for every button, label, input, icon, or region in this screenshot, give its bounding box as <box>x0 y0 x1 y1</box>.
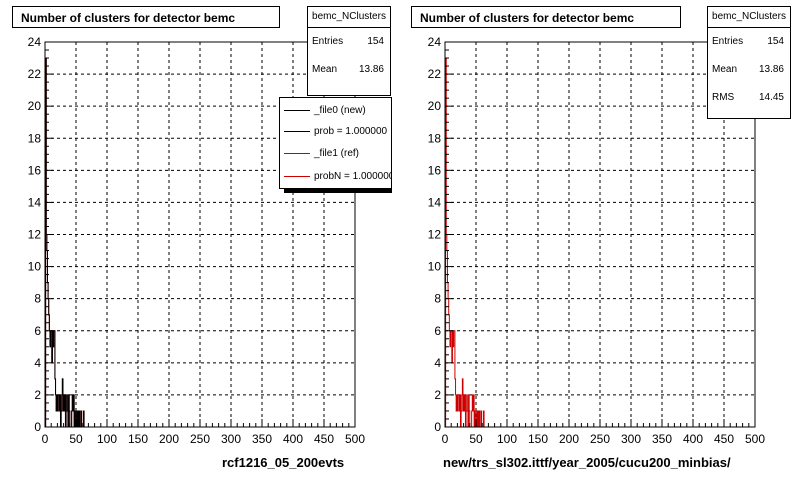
legend-line-red <box>284 152 310 154</box>
x-tick-label: 350 <box>252 432 272 446</box>
y-tick-label: 10 <box>28 260 42 274</box>
legend-entry: _file0 (new) <box>284 102 366 118</box>
left-x-caption: rcf1216_05_200evts <box>222 455 345 470</box>
left-stats-entries: Entries 154 <box>308 28 390 56</box>
left-stats-box: bemc_NClusters Entries 154 Mean 13.86 <box>307 6 391 96</box>
legend-label: prob = 1.000000 <box>314 125 388 137</box>
y-tick-label: 4 <box>434 356 441 370</box>
stats-value: 13.86 <box>758 64 784 75</box>
legend-entry: probN = 1.000000 <box>284 168 392 184</box>
stats-label: RMS <box>712 92 735 103</box>
y-tick-label: 18 <box>28 131 42 145</box>
x-tick-label: 400 <box>683 432 703 446</box>
x-tick-label: 450 <box>714 432 734 446</box>
legend-line-black <box>284 109 310 111</box>
y-tick-label: 12 <box>428 228 442 242</box>
stats-value: 154 <box>367 36 384 47</box>
stats-value: 154 <box>767 36 784 47</box>
x-tick-label: 500 <box>745 432 765 446</box>
stats-value: 13.86 <box>358 64 384 75</box>
right-chart-title: Number of clusters for detector bemc <box>411 6 681 28</box>
x-tick-label: 250 <box>190 432 210 446</box>
legend-label: _file0 (new) <box>314 104 366 116</box>
histogram-series <box>445 57 485 428</box>
y-tick-label: 8 <box>434 292 441 306</box>
y-tick-label: 16 <box>28 163 42 177</box>
y-tick-label: 20 <box>428 99 442 113</box>
y-tick-label: 14 <box>428 195 442 209</box>
x-tick-label: 300 <box>221 432 241 446</box>
x-tick-label: 300 <box>621 432 641 446</box>
y-tick-label: 10 <box>428 260 442 274</box>
left-stats-name: bemc_NClusters <box>308 7 390 28</box>
left-stats-mean: Mean 13.86 <box>308 56 390 84</box>
left-chart-title: Number of clusters for detector bemc <box>12 6 280 28</box>
y-tick-label: 4 <box>34 356 41 370</box>
y-tick-label: 6 <box>34 324 41 338</box>
left-axes: 0 50 100 150 200 250 300 350 400 450 5000246810121… <box>28 35 366 446</box>
x-tick-label: 450 <box>314 432 334 446</box>
legend-box: _file0 (new) prob = 1.000000 _file1 (ref… <box>279 97 392 189</box>
right-stats-rms: RMS 14.45 <box>708 84 790 112</box>
x-tick-label: 250 <box>590 432 610 446</box>
x-tick-label: 100 <box>97 432 117 446</box>
y-tick-label: 0 <box>34 420 41 434</box>
legend-line-red <box>284 175 310 177</box>
right-stats-box: bemc_NClusters Entries 154 Mean 13.86 RM… <box>707 6 791 119</box>
y-tick-label: 2 <box>34 388 41 402</box>
y-tick-label: 24 <box>28 35 42 49</box>
stats-label: Entries <box>712 36 744 47</box>
stats-label: Entries <box>312 36 344 47</box>
legend-entry: prob = 1.000000 <box>284 123 387 139</box>
y-tick-label: 14 <box>28 195 42 209</box>
y-tick-label: 12 <box>28 228 42 242</box>
y-tick-label: 24 <box>428 35 442 49</box>
x-tick-label: 50 <box>469 432 483 446</box>
x-tick-label: 50 <box>69 432 83 446</box>
x-tick-label: 200 <box>159 432 179 446</box>
stats-label: Mean <box>712 64 738 75</box>
legend-label: _file1 (ref) <box>314 147 360 159</box>
right-x-caption: new/trs_sl302.ittf/year_2005/cucu200_min… <box>443 455 731 470</box>
y-tick-label: 2 <box>434 388 441 402</box>
right-stats-name: bemc_NClusters <box>708 7 790 28</box>
legend-entry: _file1 (ref) <box>284 145 359 161</box>
legend-label: probN = 1.000000 <box>314 170 392 182</box>
right-stats-entries: Entries 154 <box>708 28 790 56</box>
x-tick-label: 150 <box>528 432 548 446</box>
y-tick-label: 8 <box>34 292 41 306</box>
x-tick-label: 0 <box>42 432 49 446</box>
y-tick-label: 22 <box>428 67 442 81</box>
legend-line-black <box>284 130 310 132</box>
right-histogram <box>445 57 485 428</box>
y-tick-label: 20 <box>28 99 42 113</box>
x-tick-label: 500 <box>345 432 365 446</box>
y-tick-label: 18 <box>428 131 442 145</box>
x-tick-label: 350 <box>652 432 672 446</box>
y-tick-label: 22 <box>28 67 42 81</box>
y-tick-label: 16 <box>428 163 442 177</box>
x-tick-label: 100 <box>497 432 517 446</box>
y-tick-label: 0 <box>434 420 441 434</box>
stats-label: Mean <box>312 64 338 75</box>
x-tick-label: 150 <box>128 432 148 446</box>
x-tick-label: 0 <box>442 432 449 446</box>
x-tick-label: 400 <box>283 432 303 446</box>
y-tick-label: 6 <box>434 324 441 338</box>
right-stats-mean: Mean 13.86 <box>708 56 790 84</box>
x-tick-label: 200 <box>559 432 579 446</box>
stats-value: 14.45 <box>758 92 784 103</box>
